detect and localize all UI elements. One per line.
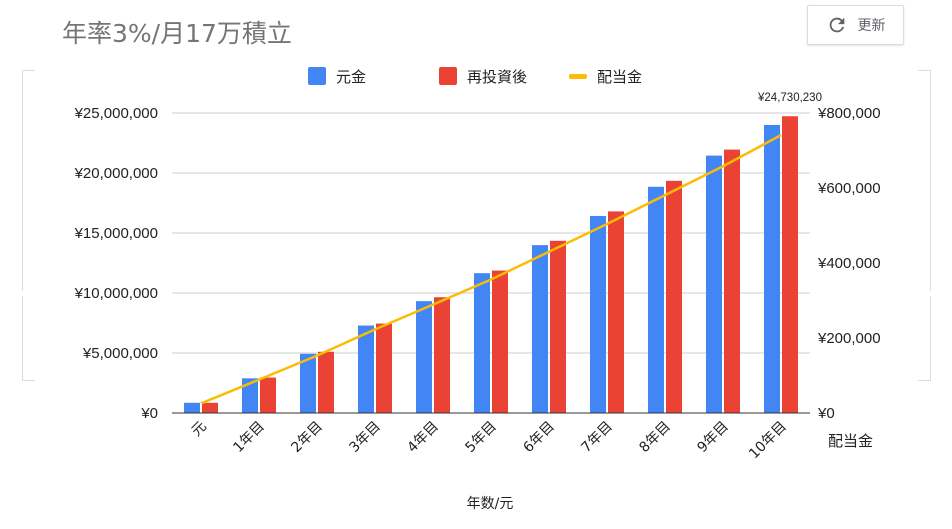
legend-item[interactable]: 元金 <box>308 67 366 86</box>
left-axis-tick-label: ¥10,000,000 <box>74 285 158 302</box>
legend-item[interactable]: 再投資後 <box>439 67 527 86</box>
bar-元金 <box>300 353 316 413</box>
bar-元金 <box>706 155 722 413</box>
refresh-button-label: 更新 <box>857 18 886 34</box>
right-axis-title: 配当金 <box>828 432 873 450</box>
chart-frame-corner <box>918 70 931 291</box>
legend-label: 再投資後 <box>467 68 527 86</box>
left-axis-tick-label: ¥20,000,000 <box>74 165 158 182</box>
bar-再投資後 <box>202 402 218 413</box>
x-axis-tick-label: 9年目 <box>694 419 731 456</box>
right-axis-tick-label: ¥0 <box>817 405 835 422</box>
left-axis-tick-label: ¥15,000,000 <box>74 225 158 242</box>
x-axis-tick-label: 10年目 <box>746 419 790 463</box>
legend-label: 配当金 <box>597 68 642 86</box>
data-label: ¥24,730,230 <box>757 92 822 104</box>
legend-swatch <box>308 67 326 85</box>
bar-再投資後 <box>492 270 508 413</box>
legend-item[interactable]: 配当金 <box>569 68 642 86</box>
bar-元金 <box>184 402 200 413</box>
x-axis-tick-label: 4年目 <box>404 419 441 456</box>
chart-frame-corner <box>918 296 931 381</box>
x-axis-tick-label: 元 <box>189 419 210 440</box>
bar-再投資後 <box>434 297 450 413</box>
right-axis-tick-label: ¥200,000 <box>817 330 881 347</box>
x-axis-tick-label: 8年目 <box>636 419 673 456</box>
legend-label: 元金 <box>336 68 366 86</box>
x-axis-tick-label: 2年目 <box>288 419 325 456</box>
bar-元金 <box>532 245 548 413</box>
bar-元金 <box>764 125 780 413</box>
refresh-button[interactable]: 更新 <box>807 5 904 45</box>
right-axis-tick-label: ¥400,000 <box>817 255 881 272</box>
bar-元金 <box>416 301 432 413</box>
left-axis-tick-label: ¥0 <box>140 405 158 422</box>
bar-再投資後 <box>550 240 566 413</box>
bar-再投資後 <box>724 149 740 413</box>
right-axis-tick-label: ¥800,000 <box>817 105 881 122</box>
x-axis-tick-label: 3年目 <box>346 419 383 456</box>
bar-元金 <box>474 273 490 413</box>
bar-元金 <box>590 215 606 413</box>
x-axis-tick-label: 6年目 <box>520 419 557 456</box>
line-配当金 <box>200 134 782 405</box>
bar-再投資後 <box>608 211 624 413</box>
bar-再投資後 <box>666 180 682 413</box>
left-axis-tick-label: ¥5,000,000 <box>82 345 158 362</box>
chart-frame-corner <box>22 70 35 291</box>
bar-元金 <box>242 378 258 413</box>
refresh-icon <box>829 17 844 33</box>
left-axis-tick-label: ¥25,000,000 <box>74 105 158 122</box>
bar-元金 <box>648 186 664 413</box>
chart-frame-corner <box>22 296 35 381</box>
bar-再投資後 <box>260 377 276 413</box>
bar-再投資後 <box>376 323 392 413</box>
bar-元金 <box>358 325 374 413</box>
x-axis-tick-label: 1年目 <box>230 419 267 456</box>
legend-swatch <box>439 67 457 85</box>
x-axis-tick-label: 5年目 <box>462 419 499 456</box>
bar-再投資後 <box>782 116 798 413</box>
chart-title: 年率3%/月17万積立 <box>62 19 292 48</box>
bar-再投資後 <box>318 351 334 413</box>
x-axis-tick-label: 7年目 <box>578 419 615 456</box>
right-axis-tick-label: ¥600,000 <box>817 180 881 197</box>
x-axis-title: 年数/元 <box>467 496 514 512</box>
legend-swatch <box>569 74 587 79</box>
